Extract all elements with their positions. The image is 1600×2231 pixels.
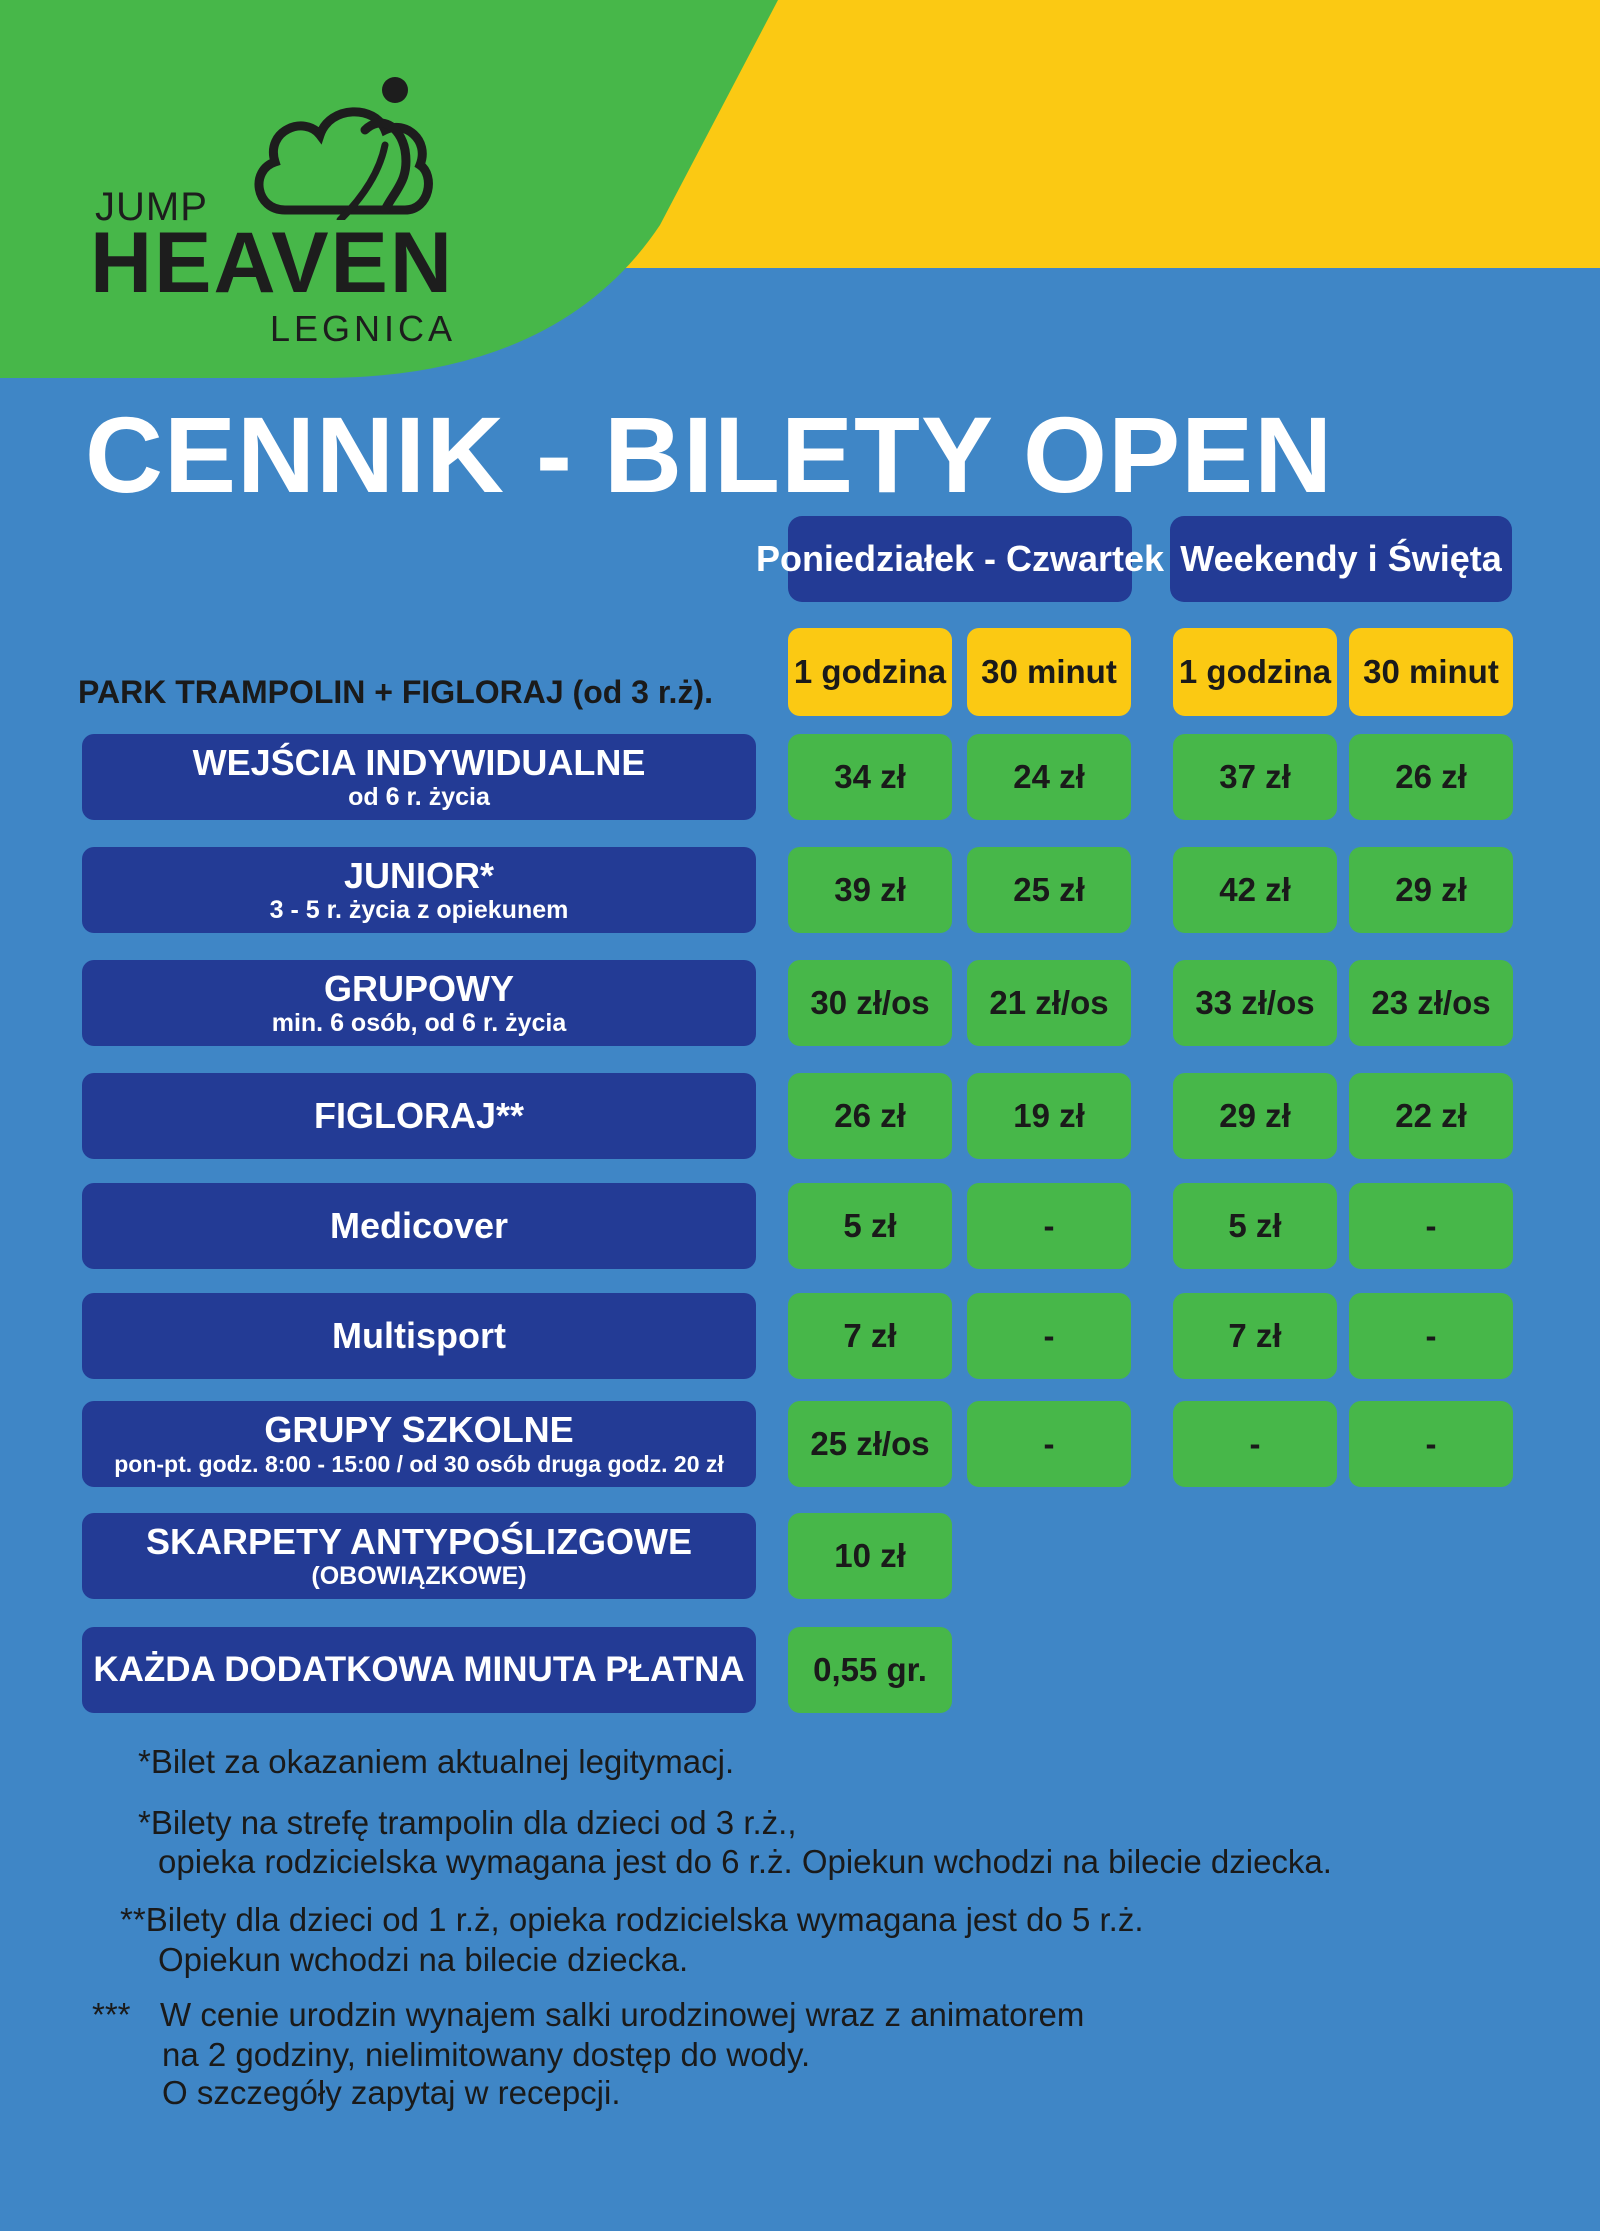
- column-group-weekdays: Poniedziałek - Czwartek: [756, 516, 1164, 602]
- price-cell: -: [1173, 1401, 1337, 1487]
- price-cell: -: [1349, 1401, 1513, 1487]
- section-label: PARK TRAMPOLIN + FIGLORAJ (od 3 r.ż).: [78, 674, 713, 710]
- footnote-4-cont-a: na 2 godziny, nielimitowany dostęp do wo…: [162, 2036, 811, 2073]
- price-cell: 25 zł/os: [788, 1401, 952, 1487]
- row-subtitle: 3 - 5 r. życia z opiekunem: [269, 896, 569, 924]
- price-cell: 7 zł: [1173, 1293, 1337, 1379]
- price-cell: 29 zł: [1173, 1073, 1337, 1159]
- price-cell: 30 zł/os: [788, 960, 952, 1046]
- background-yellow-corner: [560, 0, 1600, 268]
- price-cell: 26 zł: [788, 1073, 952, 1159]
- price-cell: 21 zł/os: [967, 960, 1131, 1046]
- footnote-2: *Bilety na strefę trampolin dla dzieci o…: [138, 1803, 797, 1843]
- footnote-4-cont-b: O szczegóły zapytaj w recepcji.: [162, 2074, 621, 2111]
- subheader-weekend-30min: 30 minut: [1349, 628, 1513, 716]
- logo-jump-text: JUMP: [95, 185, 208, 229]
- subheader-weekend-1h: 1 godzina: [1173, 628, 1337, 716]
- footnote-3-cont: Opiekun wchodzi na bilecie dziecka.: [158, 1941, 689, 1978]
- price-cell: 24 zł: [967, 734, 1131, 820]
- subheader-weekday-1h: 1 godzina: [788, 628, 952, 716]
- price-cell: -: [967, 1183, 1131, 1269]
- footnote-2-cont: opieka rodzicielska wymagana jest do 6 r…: [158, 1843, 1332, 1880]
- price-cell: -: [1349, 1293, 1513, 1379]
- footnote-marker: **: [120, 1901, 146, 1938]
- price-cell: 33 zł/os: [1173, 960, 1337, 1046]
- row-title: Medicover: [329, 1205, 509, 1246]
- background-green-corner: [0, 0, 778, 378]
- logo-heaven-text: HEAVEN: [90, 215, 455, 311]
- row-title: WEJŚCIA INDYWIDUALNE: [192, 742, 646, 783]
- footnote-text: Bilety dla dzieci od 1 r.ż, opieka rodzi…: [145, 1901, 1144, 1938]
- row-subtitle: (OBOWIĄZKOWE): [311, 1562, 527, 1590]
- row-label-school-groups: GRUPY SZKOLNE pon-pt. godz. 8:00 - 15:00…: [82, 1401, 756, 1487]
- price-cell: 25 zł: [967, 847, 1131, 933]
- footnote-marker: ***: [92, 1996, 131, 2033]
- row-title: FIGLORAJ**: [313, 1095, 525, 1136]
- row-label-multisport: Multisport: [82, 1293, 756, 1379]
- footnote-4: *** W cenie urodzin wynajem salki urodzin…: [92, 1995, 1084, 2035]
- logo-city-text: LEGNICA: [270, 308, 457, 349]
- price-cell: 37 zł: [1173, 734, 1337, 820]
- row-title: GRUPY SZKOLNE: [264, 1409, 574, 1450]
- price-cell: 29 zł: [1349, 847, 1513, 933]
- subheader-weekday-30min: 30 minut: [967, 628, 1131, 716]
- footnote-1: *Bilet za okazaniem aktualnej legitymacj…: [138, 1742, 734, 1782]
- row-label-extra-minute: KAŻDA DODATKOWA MINUTA PŁATNA: [82, 1627, 756, 1713]
- column-group-weekends: Weekendy i Święta: [1170, 516, 1512, 602]
- row-label-socks: SKARPETY ANTYPOŚLIZGOWE (OBOWIĄZKOWE): [82, 1513, 756, 1599]
- row-title: JUNIOR*: [343, 855, 495, 896]
- price-cell: -: [1349, 1183, 1513, 1269]
- row-title: GRUPOWY: [323, 968, 514, 1009]
- footnote-3: **Bilety dla dzieci od 1 r.ż, opieka rod…: [120, 1900, 1144, 1940]
- row-subtitle: min. 6 osób, od 6 r. życia: [271, 1009, 567, 1037]
- row-title: SKARPETY ANTYPOŚLIZGOWE: [145, 1521, 693, 1562]
- price-cell: 5 zł: [788, 1183, 952, 1269]
- price-cell: 5 zł: [1173, 1183, 1337, 1269]
- cloud-heart-icon: [254, 77, 433, 220]
- price-cell: 19 zł: [967, 1073, 1131, 1159]
- price-cell: 22 zł: [1349, 1073, 1513, 1159]
- price-cell: 10 zł: [788, 1513, 952, 1599]
- price-cell: 0,55 gr.: [788, 1627, 952, 1713]
- row-subtitle: pon-pt. godz. 8:00 - 15:00 / od 30 osób …: [114, 1451, 724, 1477]
- price-cell: 34 zł: [788, 734, 952, 820]
- row-label-medicover: Medicover: [82, 1183, 756, 1269]
- price-cell: 7 zł: [788, 1293, 952, 1379]
- price-cell: 26 zł: [1349, 734, 1513, 820]
- row-subtitle: od 6 r. życia: [348, 783, 490, 811]
- price-cell: 39 zł: [788, 847, 952, 933]
- row-label-junior: JUNIOR* 3 - 5 r. życia z opiekunem: [82, 847, 756, 933]
- row-label-individual: WEJŚCIA INDYWIDUALNE od 6 r. życia: [82, 734, 756, 820]
- footnote-text: Bilety na strefę trampolin dla dzieci od…: [150, 1804, 797, 1841]
- row-label-figloraj: FIGLORAJ**: [82, 1073, 756, 1159]
- row-label-group: GRUPOWY min. 6 osób, od 6 r. życia: [82, 960, 756, 1046]
- price-cell: 42 zł: [1173, 847, 1337, 933]
- price-cell: -: [967, 1293, 1131, 1379]
- footnote-text: Bilet za okazaniem aktualnej legitymacj.: [150, 1743, 735, 1780]
- page-title: CENNIK - BILETY OPEN: [85, 394, 1334, 515]
- row-title: KAŻDA DODATKOWA MINUTA PŁATNA: [93, 1650, 745, 1689]
- footnote-marker: *: [138, 1743, 151, 1780]
- price-cell: 23 zł/os: [1349, 960, 1513, 1046]
- footnote-marker: *: [138, 1804, 151, 1841]
- jump-heaven-logo: JUMP HEAVEN LEGNICA: [85, 70, 505, 350]
- price-cell: -: [967, 1401, 1131, 1487]
- row-title: Multisport: [332, 1315, 506, 1356]
- footnote-text: W cenie urodzin wynajem salki urodzinowe…: [160, 1996, 1085, 2033]
